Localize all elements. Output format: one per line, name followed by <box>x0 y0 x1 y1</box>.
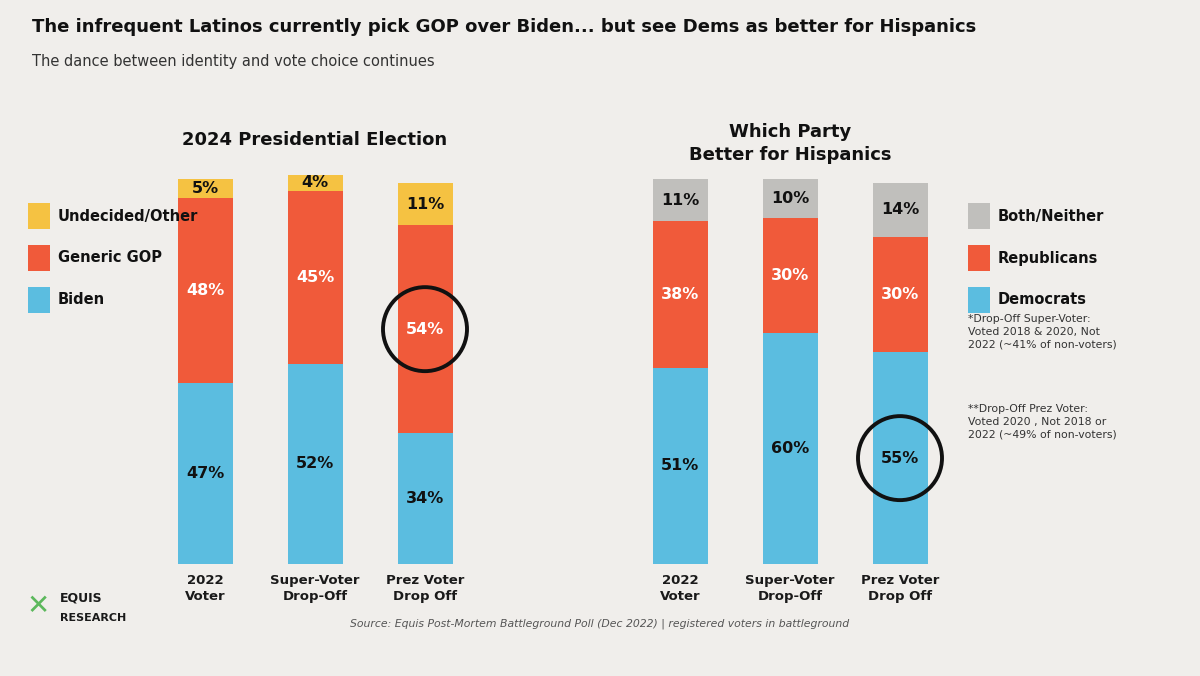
Bar <box>288 364 342 564</box>
Text: 38%: 38% <box>661 287 700 302</box>
Text: 10%: 10% <box>770 191 809 206</box>
Text: 5%: 5% <box>192 181 218 196</box>
Text: 45%: 45% <box>296 270 334 285</box>
Bar <box>968 245 990 271</box>
Bar <box>28 245 50 271</box>
Bar <box>872 237 928 352</box>
Text: Republicans: Republicans <box>998 251 1098 266</box>
Bar <box>397 183 452 225</box>
Text: Which Party
Better for Hispanics: Which Party Better for Hispanics <box>689 123 892 164</box>
Bar <box>968 287 990 313</box>
Bar <box>872 183 928 237</box>
Text: 4%: 4% <box>301 175 329 191</box>
Text: 30%: 30% <box>770 268 809 283</box>
Bar <box>397 225 452 433</box>
Text: Both/Neither: Both/Neither <box>998 208 1104 224</box>
Bar <box>653 368 708 564</box>
Text: ✕: ✕ <box>26 592 49 620</box>
Text: EQUIS: EQUIS <box>60 592 103 604</box>
Text: 2024 Presidential Election: 2024 Presidential Election <box>182 131 448 149</box>
Text: **Drop-Off Prez Voter:
Voted 2020 , Not 2018 or
2022 (~49% of non-voters): **Drop-Off Prez Voter: Voted 2020 , Not … <box>968 404 1117 439</box>
Text: 11%: 11% <box>661 193 700 208</box>
Text: 54%: 54% <box>406 322 444 337</box>
Text: 60%: 60% <box>770 441 809 456</box>
Text: Prez Voter
Drop Off: Prez Voter Drop Off <box>386 574 464 603</box>
Bar <box>178 383 233 564</box>
Text: 2022
Voter: 2022 Voter <box>185 574 226 603</box>
Text: Democrats: Democrats <box>998 293 1087 308</box>
Bar <box>28 203 50 229</box>
Text: The dance between identity and vote choice continues: The dance between identity and vote choi… <box>32 54 434 69</box>
Text: Undecided/Other: Undecided/Other <box>58 208 198 224</box>
Text: 11%: 11% <box>406 197 444 212</box>
Bar <box>397 433 452 564</box>
Text: 34%: 34% <box>406 491 444 506</box>
Bar <box>288 175 342 191</box>
Bar <box>28 287 50 313</box>
Text: 48%: 48% <box>186 283 224 298</box>
Bar <box>288 191 342 364</box>
Bar <box>968 203 990 229</box>
Text: Super-Voter
Drop-Off: Super-Voter Drop-Off <box>270 574 360 603</box>
Text: Prez Voter
Drop Off: Prez Voter Drop Off <box>860 574 940 603</box>
Bar <box>762 218 817 333</box>
Text: Generic GOP: Generic GOP <box>58 251 162 266</box>
Bar <box>178 179 233 198</box>
Text: 30%: 30% <box>881 287 919 302</box>
Text: The infrequent Latinos currently pick GOP over Biden... but see Dems as better f: The infrequent Latinos currently pick GO… <box>32 18 977 36</box>
Bar <box>872 352 928 564</box>
Bar <box>178 198 233 383</box>
Text: 47%: 47% <box>186 466 224 481</box>
Text: RESEARCH: RESEARCH <box>60 613 126 623</box>
Text: 55%: 55% <box>881 451 919 466</box>
Bar <box>762 179 817 218</box>
Bar <box>762 333 817 564</box>
Text: 14%: 14% <box>881 202 919 217</box>
Text: Super-Voter
Drop-Off: Super-Voter Drop-Off <box>745 574 835 603</box>
Text: *Drop-Off Super-Voter:
Voted 2018 & 2020, Not
2022 (~41% of non-voters): *Drop-Off Super-Voter: Voted 2018 & 2020… <box>968 314 1117 349</box>
Bar <box>653 221 708 368</box>
Text: Source: Equis Post-Mortem Battleground Poll (Dec 2022) | registered voters in ba: Source: Equis Post-Mortem Battleground P… <box>350 619 850 629</box>
Text: Biden: Biden <box>58 293 106 308</box>
Text: 51%: 51% <box>661 458 700 473</box>
Text: 52%: 52% <box>296 456 334 471</box>
Bar <box>653 179 708 221</box>
Text: 2022
Voter: 2022 Voter <box>660 574 701 603</box>
